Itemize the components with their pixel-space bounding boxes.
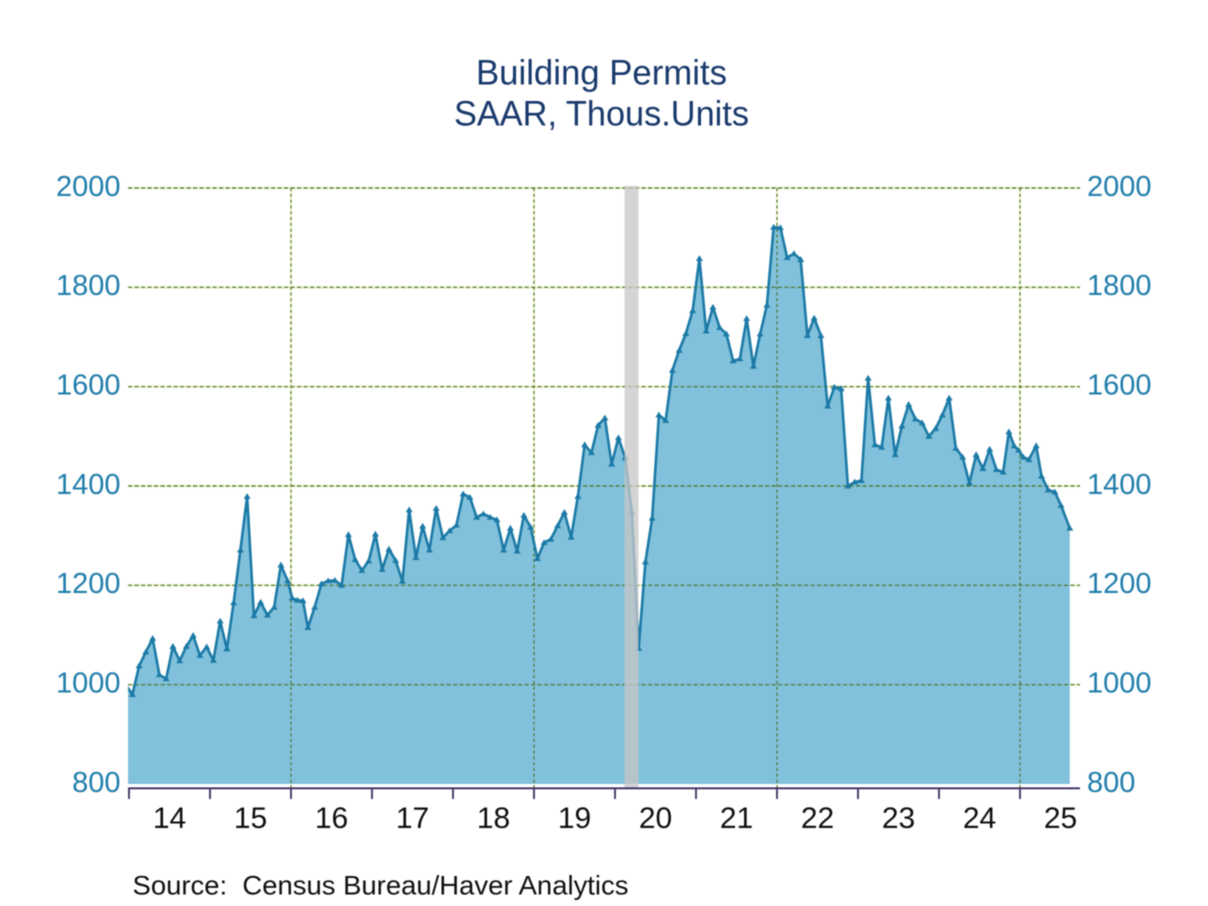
svg-text:15: 15 <box>234 802 267 835</box>
svg-text:22: 22 <box>801 802 834 835</box>
svg-text:19: 19 <box>558 802 591 835</box>
svg-text:1400: 1400 <box>1087 469 1152 501</box>
svg-text:Building Permits: Building Permits <box>476 53 727 92</box>
svg-text:18: 18 <box>477 802 510 835</box>
svg-text:SAAR, Thous.Units: SAAR, Thous.Units <box>454 95 749 134</box>
svg-text:1400: 1400 <box>56 469 121 501</box>
svg-text:1800: 1800 <box>56 270 121 302</box>
svg-text:800: 800 <box>72 767 120 799</box>
svg-text:1000: 1000 <box>1087 667 1152 699</box>
svg-text:20: 20 <box>639 802 672 835</box>
svg-text:1600: 1600 <box>56 369 121 401</box>
svg-text:14: 14 <box>153 802 186 835</box>
svg-text:Source: Census Bureau/Haver A: Source: Census Bureau/Haver Analytics <box>133 870 629 901</box>
svg-text:25: 25 <box>1044 802 1077 835</box>
svg-text:1600: 1600 <box>1087 369 1152 401</box>
svg-text:16: 16 <box>315 802 348 835</box>
svg-text:2000: 2000 <box>56 171 121 203</box>
svg-text:23: 23 <box>882 802 915 835</box>
svg-text:17: 17 <box>396 802 429 835</box>
svg-text:1000: 1000 <box>56 667 121 699</box>
svg-text:1200: 1200 <box>1087 568 1152 600</box>
svg-text:24: 24 <box>963 802 996 835</box>
svg-text:2000: 2000 <box>1087 171 1152 203</box>
svg-text:1200: 1200 <box>56 568 121 600</box>
svg-text:1800: 1800 <box>1087 270 1152 302</box>
svg-text:21: 21 <box>720 802 753 835</box>
svg-text:800: 800 <box>1087 767 1135 799</box>
